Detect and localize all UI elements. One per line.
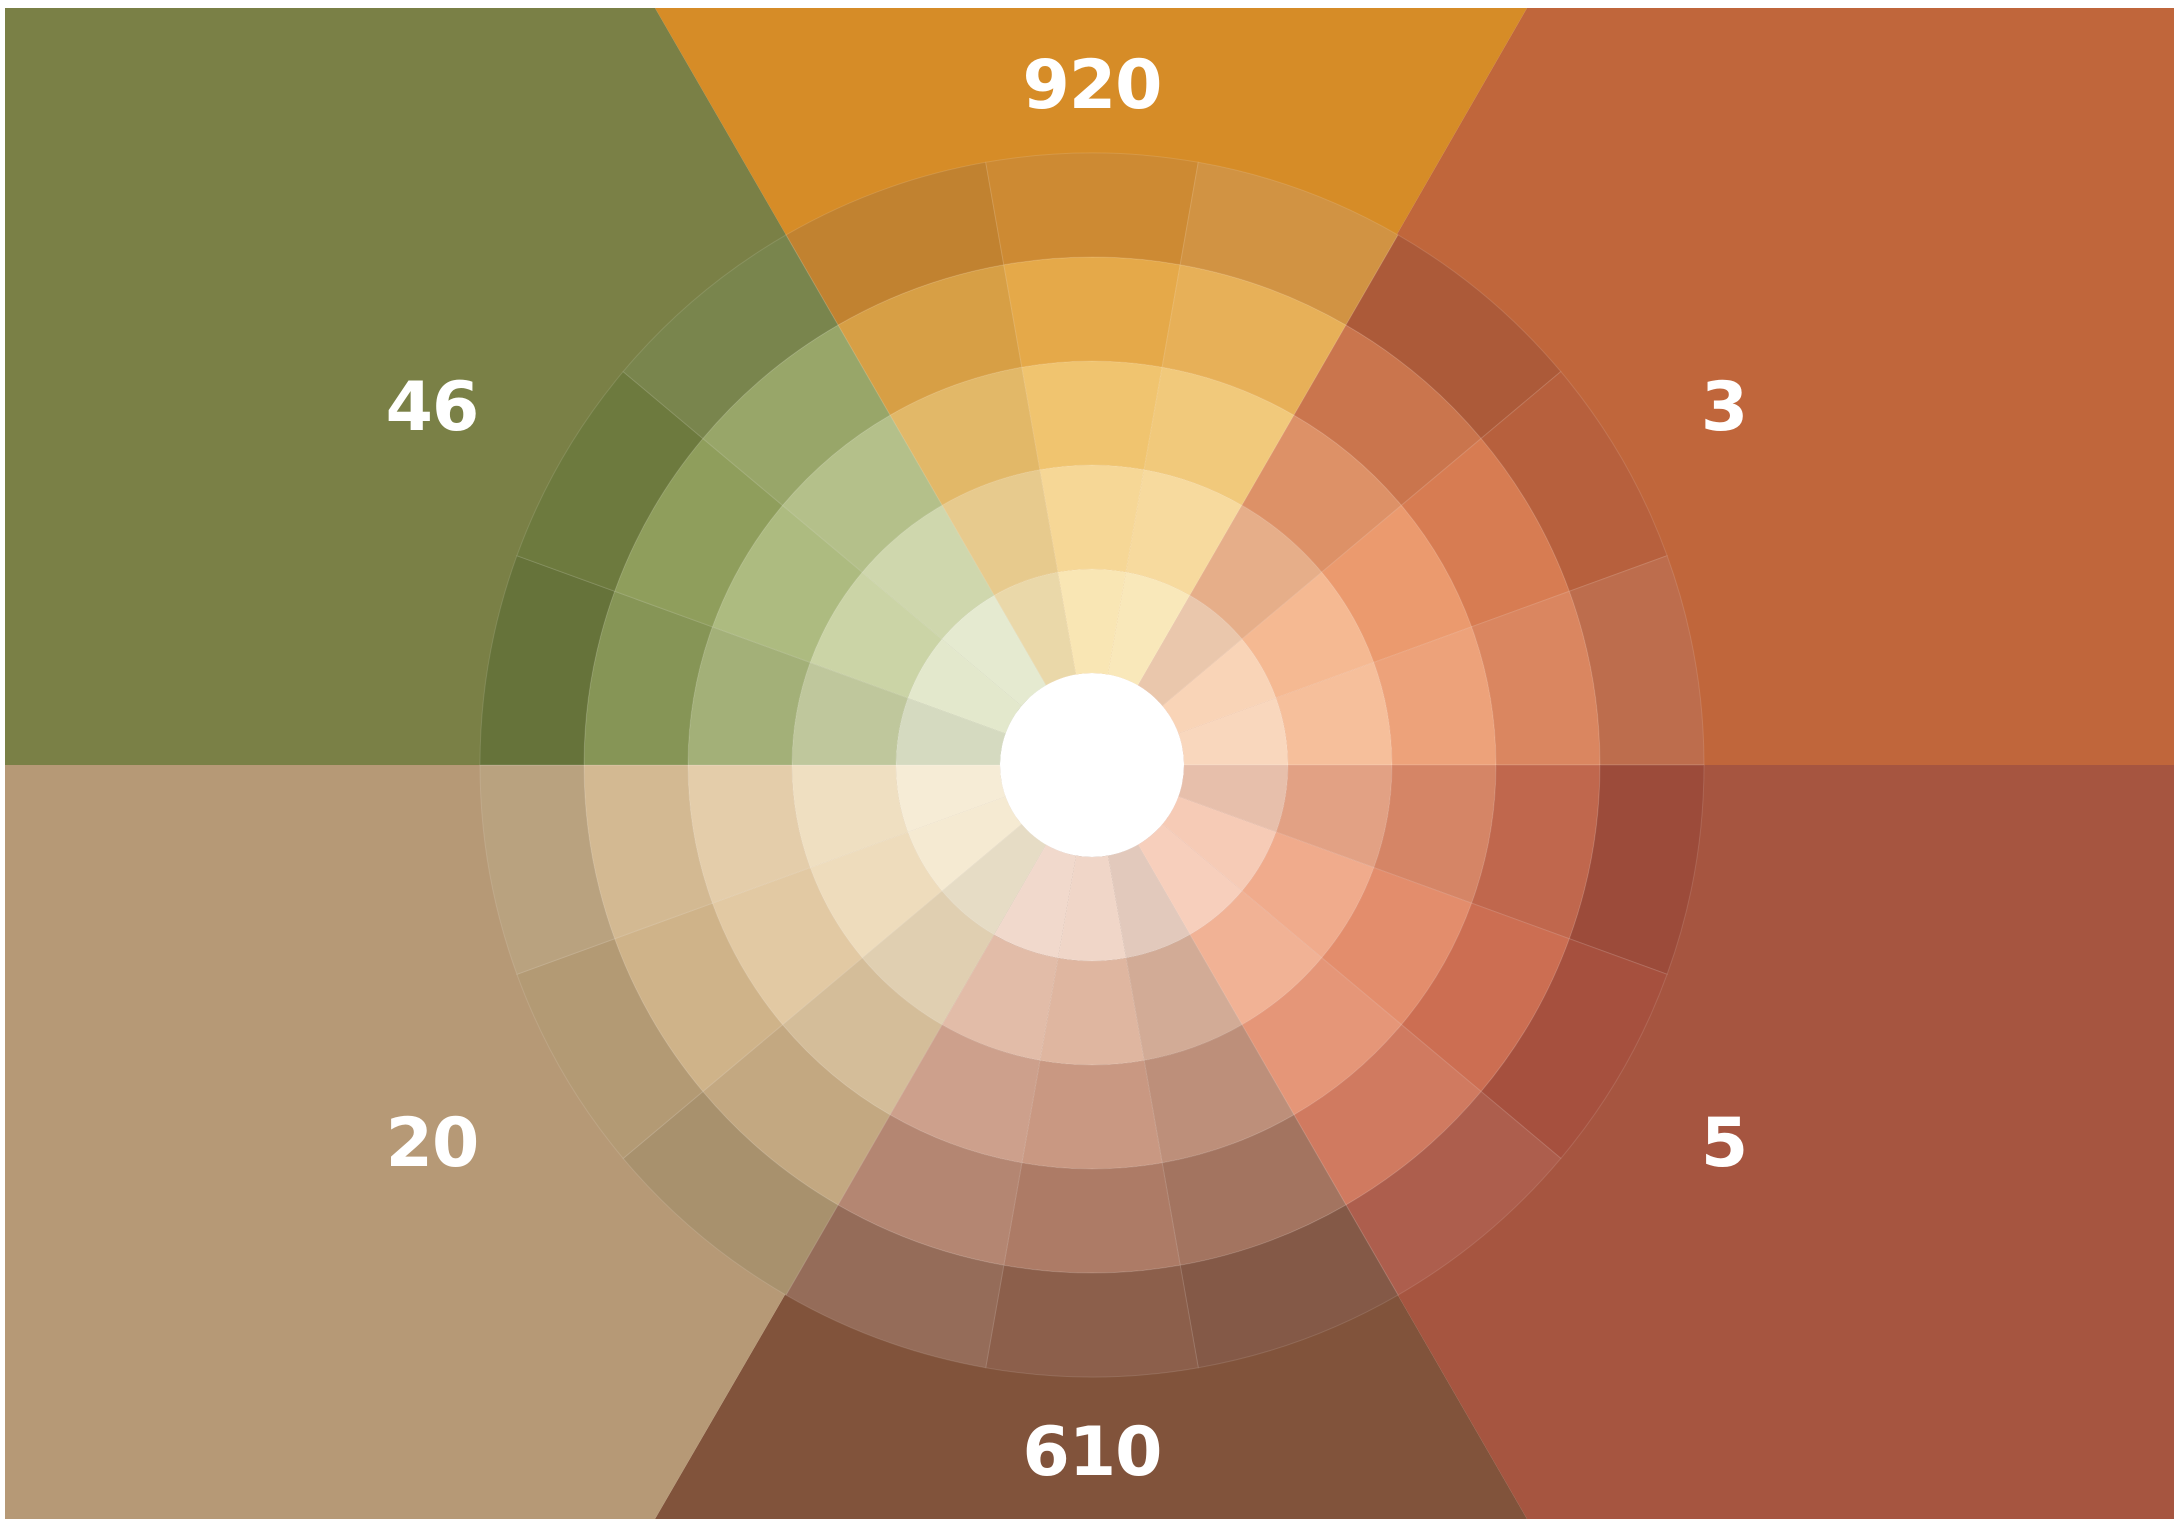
swatch-ochre-w3-r5 xyxy=(1179,161,1399,326)
swatch-brown-w3-r4 xyxy=(837,1114,1023,1266)
swatch-olive-w3-r3 xyxy=(781,414,943,573)
swatch-brown-w2-r5 xyxy=(985,1264,1199,1378)
swatch-olive-w2-r3 xyxy=(711,504,863,664)
swatch-terracotta-w1-r4 xyxy=(1293,324,1482,507)
center-hole xyxy=(1000,673,1184,857)
swatch-olive-w3-r4 xyxy=(702,324,891,507)
swatch-brown-w2-r4 xyxy=(1003,1162,1181,1274)
swatch-sand-w1-r3 xyxy=(781,957,943,1116)
swatch-terracotta-w2-r3 xyxy=(1321,504,1473,664)
swatch-brown-w1-r4 xyxy=(1161,1114,1347,1266)
sector-label-terracotta: 3 xyxy=(1701,368,1747,447)
sector-label-ochre: 920 xyxy=(1023,46,1162,125)
sector-label-brick: 5 xyxy=(1701,1104,1747,1183)
color-wheel xyxy=(479,152,1705,1378)
swatch-terracotta-w2-r4 xyxy=(1400,437,1571,628)
swatch-ochre-w2-r5 xyxy=(985,152,1199,266)
sector-label-sand: 20 xyxy=(386,1104,479,1183)
swatch-olive-w3-r5 xyxy=(622,234,839,440)
swatch-brown-w2-r3 xyxy=(1021,1059,1163,1170)
swatch-ochre-w2-r4 xyxy=(1003,256,1181,368)
swatch-brick-w1-r5 xyxy=(1568,764,1705,975)
swatch-brick-w3-r3 xyxy=(1241,957,1403,1116)
sector-label-olive: 46 xyxy=(386,368,479,447)
sector-label-brown: 610 xyxy=(1023,1413,1162,1492)
swatch-olive-w2-r4 xyxy=(613,437,784,628)
swatch-sand-w2-r3 xyxy=(711,866,863,1026)
swatch-olive-w1-r5 xyxy=(479,555,616,766)
swatch-brick-w2-r5 xyxy=(1480,938,1668,1160)
swatch-ochre-w2-r3 xyxy=(1021,360,1163,471)
swatch-sand-w2-r4 xyxy=(613,902,784,1093)
